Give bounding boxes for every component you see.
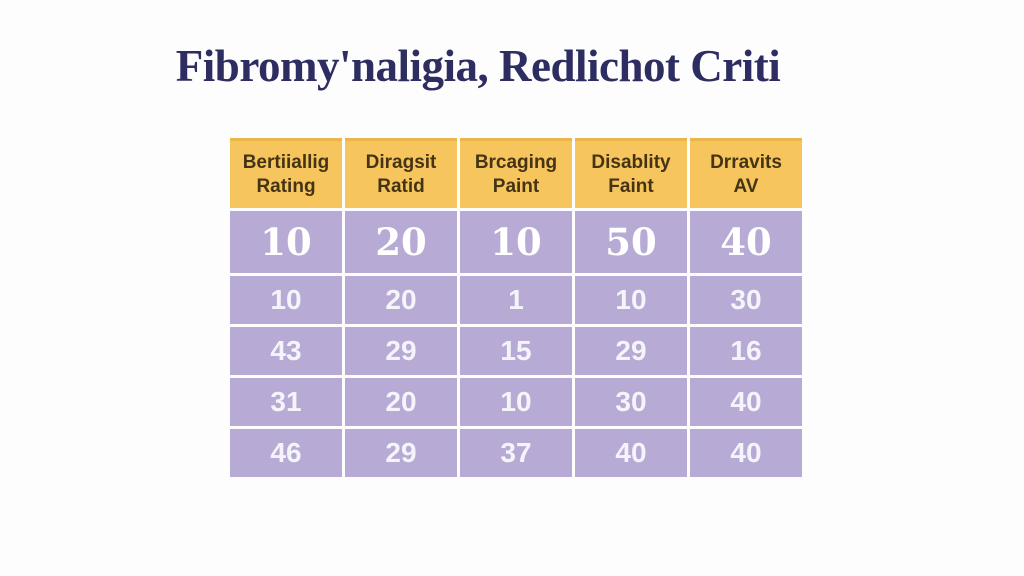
table-cell: 29 [345,429,457,477]
header-line1: Disablity [591,151,671,173]
table-cell: 31 [230,378,342,426]
table-cell: 37 [460,429,572,477]
table-cell: 1 [460,276,572,324]
header-cell: Disablity Faint [575,138,687,208]
header-cell: Drravits AV [690,138,802,208]
table-cell: 30 [575,378,687,426]
header-cell: Bertiiallig Rating [230,138,342,208]
header-line2: AV [733,175,759,197]
table-cell: 10 [230,211,342,273]
header-line2: Paint [492,175,540,197]
page-title: Fibromy'naligia, Redlichot Criti [175,41,781,91]
table-cell: 30 [690,276,802,324]
table-cell: 15 [460,327,572,375]
header-cell: Brcaging Paint [460,138,572,208]
table-cell: 43 [230,327,342,375]
table-cell: 40 [690,211,802,273]
table-cell: 20 [345,211,457,273]
table-cell: 16 [690,327,802,375]
header-line2: Ratid [377,175,425,197]
header-line2: Faint [608,175,654,197]
table-cell: 46 [230,429,342,477]
header-line1: Drravits [710,151,782,173]
table-cell: 10 [230,276,342,324]
table-cell: 29 [575,327,687,375]
table-cell: 10 [460,378,572,426]
table-cell: 10 [460,211,572,273]
table-cell: 20 [345,276,457,324]
table-cell: 40 [690,378,802,426]
table-cell: 50 [575,211,687,273]
table-cell: 20 [345,378,457,426]
header-line1: Bertiiallig [242,151,330,173]
data-table: Bertiiallig Rating Diragsit Ratid Brcagi… [230,138,802,477]
table-cell: 10 [575,276,687,324]
header-line2: Rating [256,175,316,197]
table-cell: 40 [690,429,802,477]
header-line1: Diragsit [365,151,437,173]
table-cell: 40 [575,429,687,477]
header-cell: Diragsit Ratid [345,138,457,208]
table-cell: 29 [345,327,457,375]
header-line1: Brcaging [474,151,558,173]
